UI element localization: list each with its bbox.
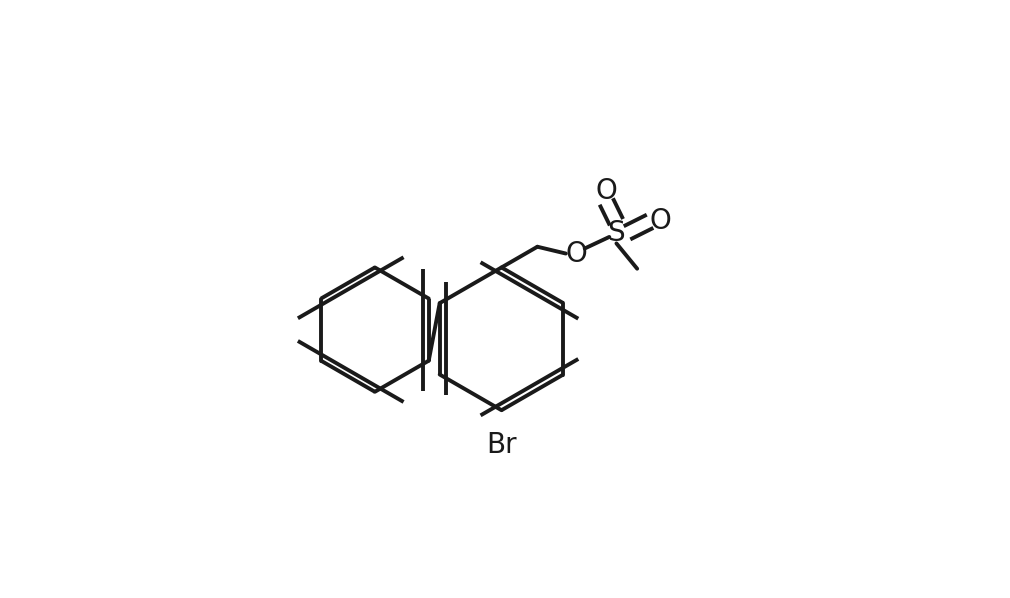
Text: Br: Br bbox=[486, 431, 517, 459]
Text: S: S bbox=[608, 219, 625, 247]
Text: O: O bbox=[596, 178, 617, 205]
Text: O: O bbox=[565, 240, 587, 267]
Text: O: O bbox=[649, 208, 671, 235]
